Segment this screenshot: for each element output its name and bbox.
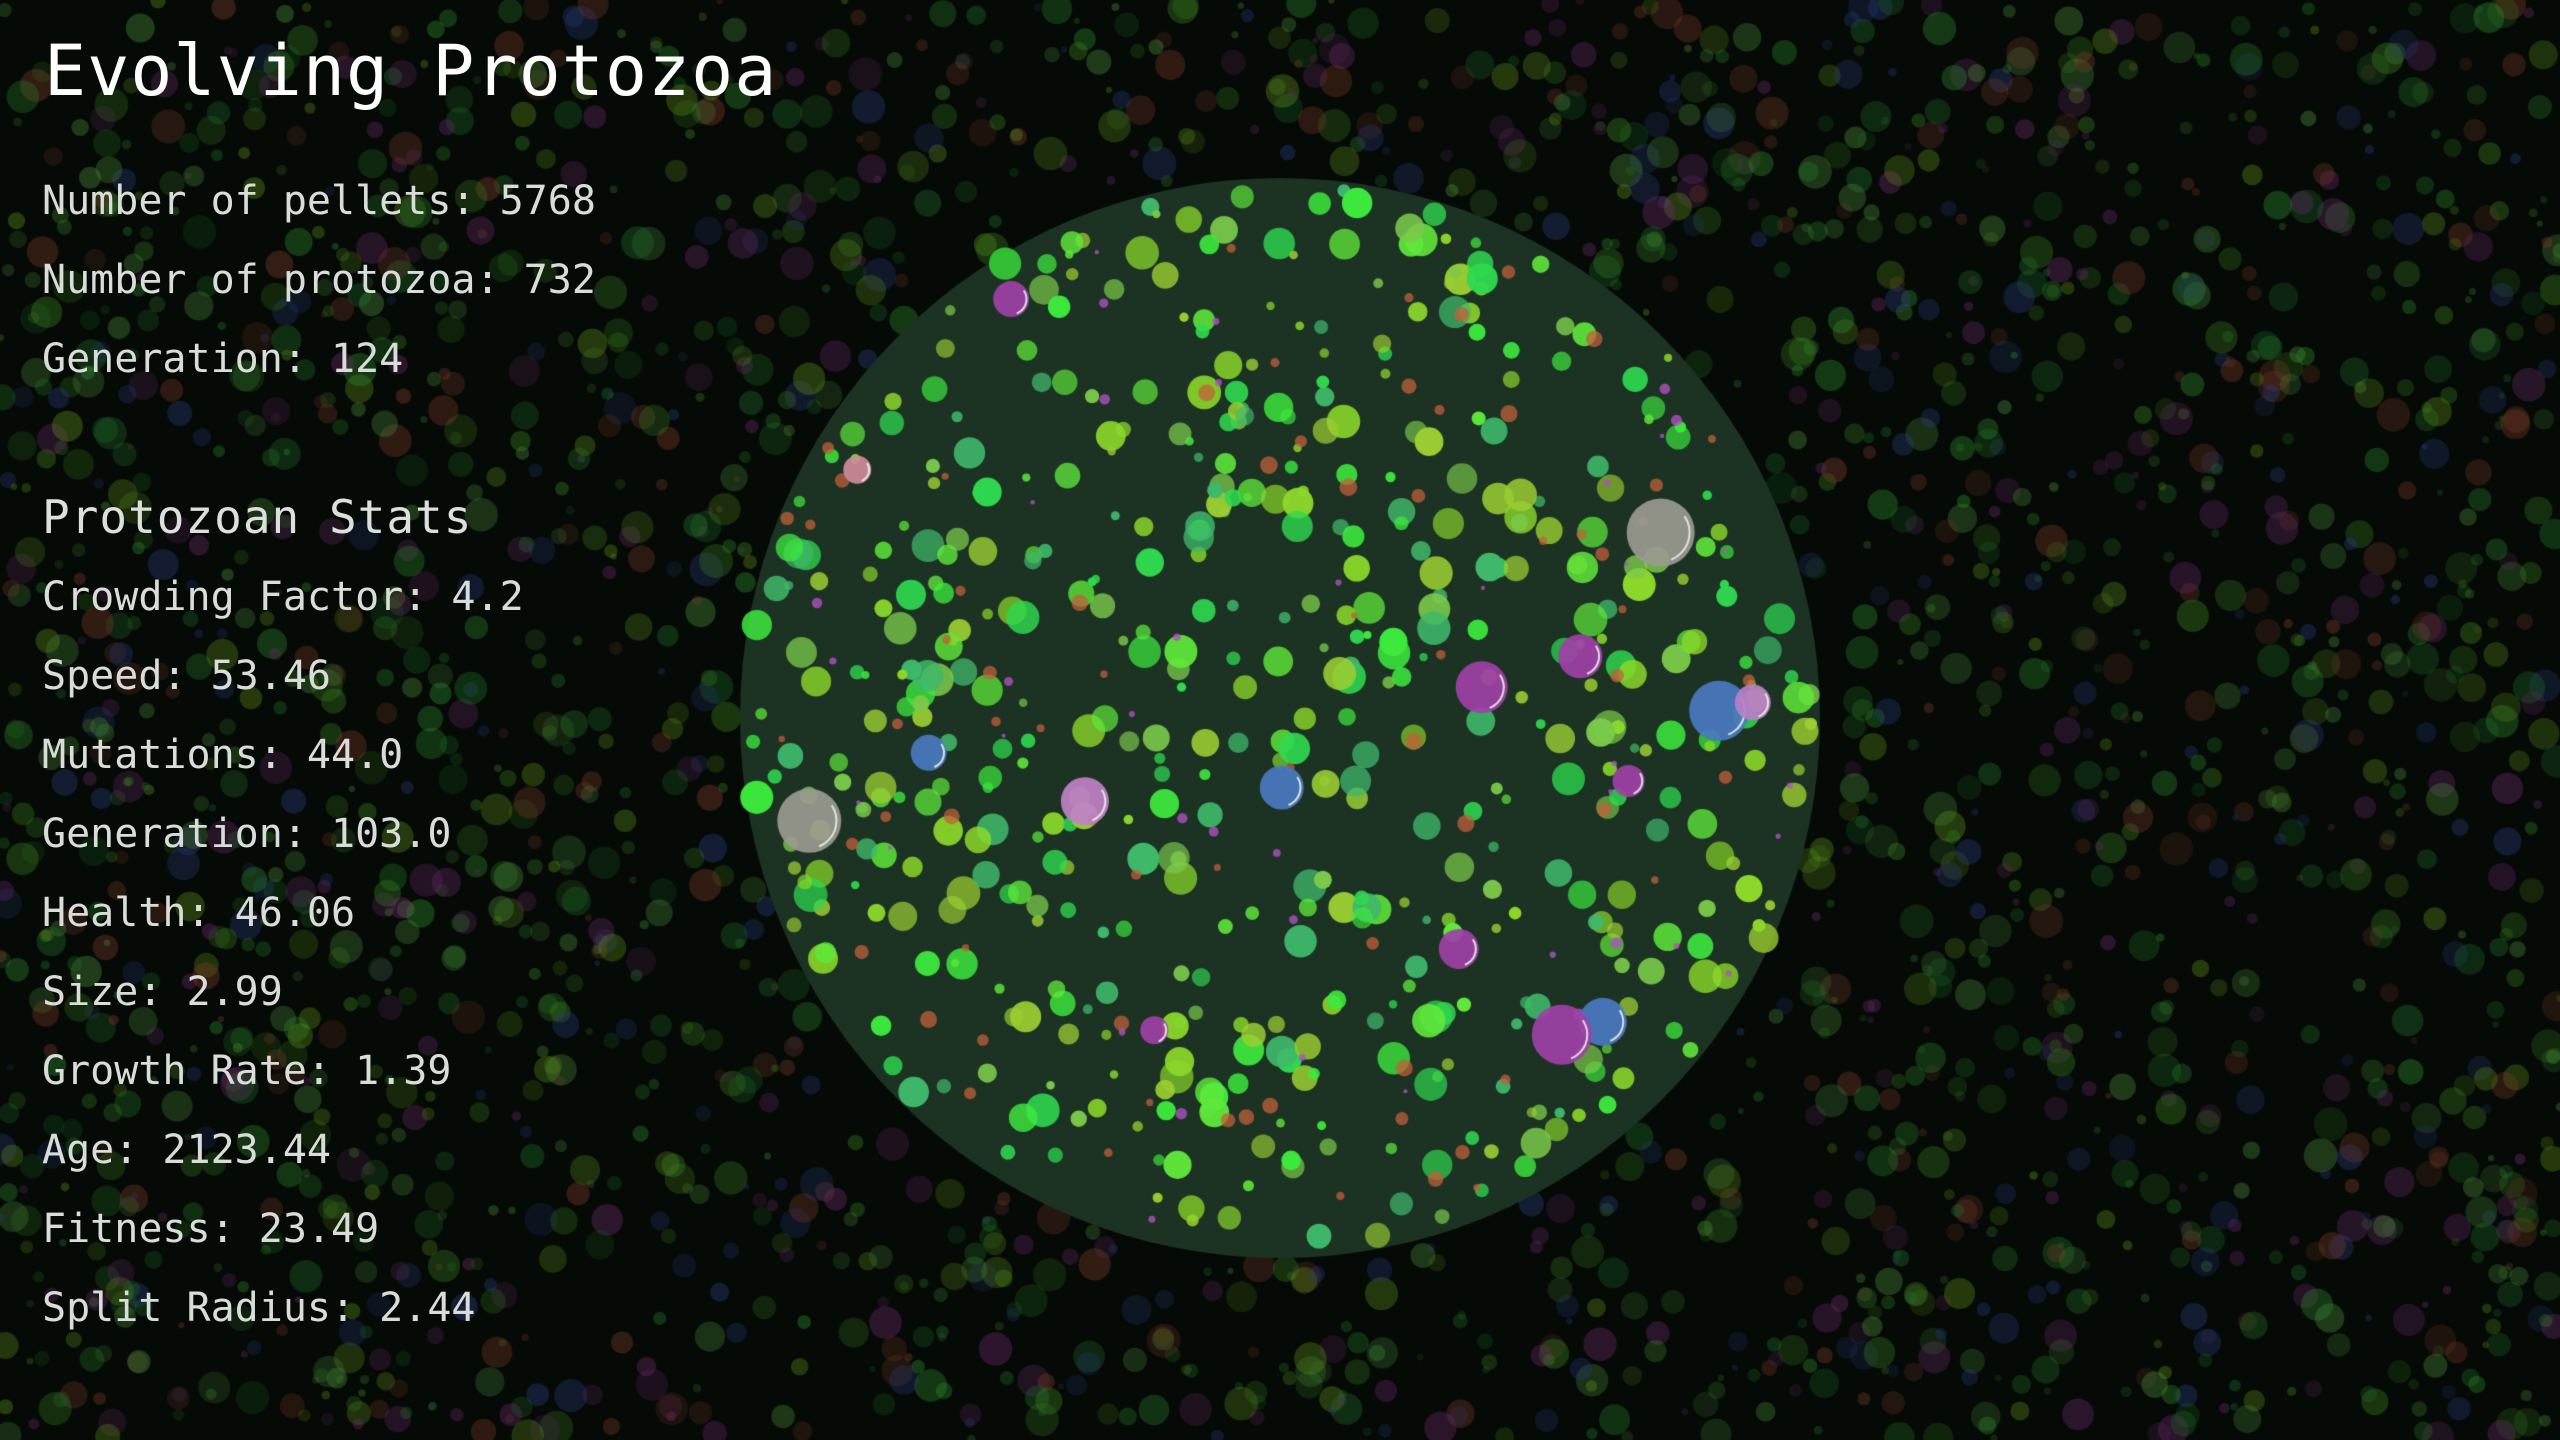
simulation-canvas[interactable] xyxy=(0,0,2560,1440)
